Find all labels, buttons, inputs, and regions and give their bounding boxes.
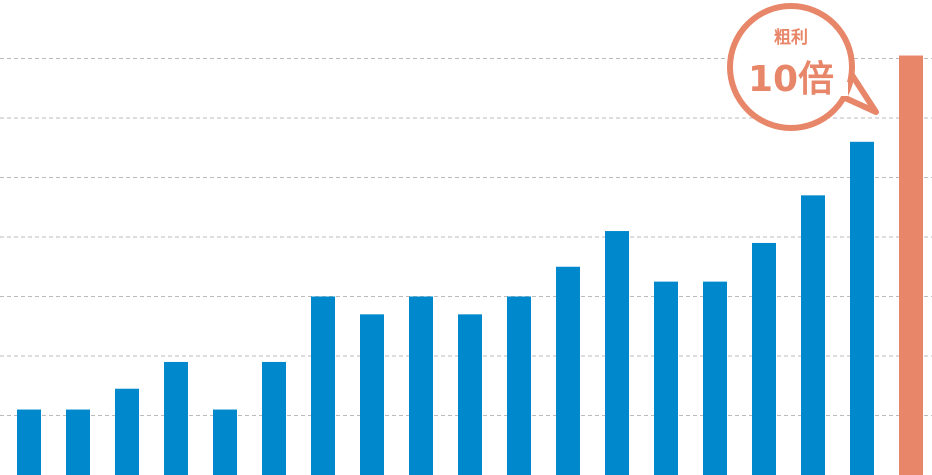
bar	[17, 409, 41, 475]
bar	[164, 361, 188, 475]
bar	[850, 141, 874, 475]
bar	[262, 361, 286, 475]
bar	[311, 296, 335, 475]
profit-callout: 粗利 10倍	[727, 3, 879, 131]
bar	[213, 409, 237, 475]
callout-value: 10倍	[748, 59, 834, 100]
bar	[752, 242, 776, 475]
bar	[458, 314, 482, 475]
bar	[654, 281, 678, 475]
callout-label: 粗利	[774, 27, 808, 48]
highlight-bar	[899, 55, 923, 475]
bar	[360, 314, 384, 475]
callout-circle	[727, 3, 855, 131]
bar	[703, 281, 727, 475]
bar	[507, 296, 531, 475]
bar	[115, 388, 139, 475]
bar	[66, 409, 90, 475]
bars	[17, 55, 923, 475]
bar	[801, 195, 825, 475]
bar	[605, 231, 629, 475]
bar	[556, 266, 580, 475]
bar	[409, 296, 433, 475]
callout-tail-cover	[838, 82, 848, 96]
